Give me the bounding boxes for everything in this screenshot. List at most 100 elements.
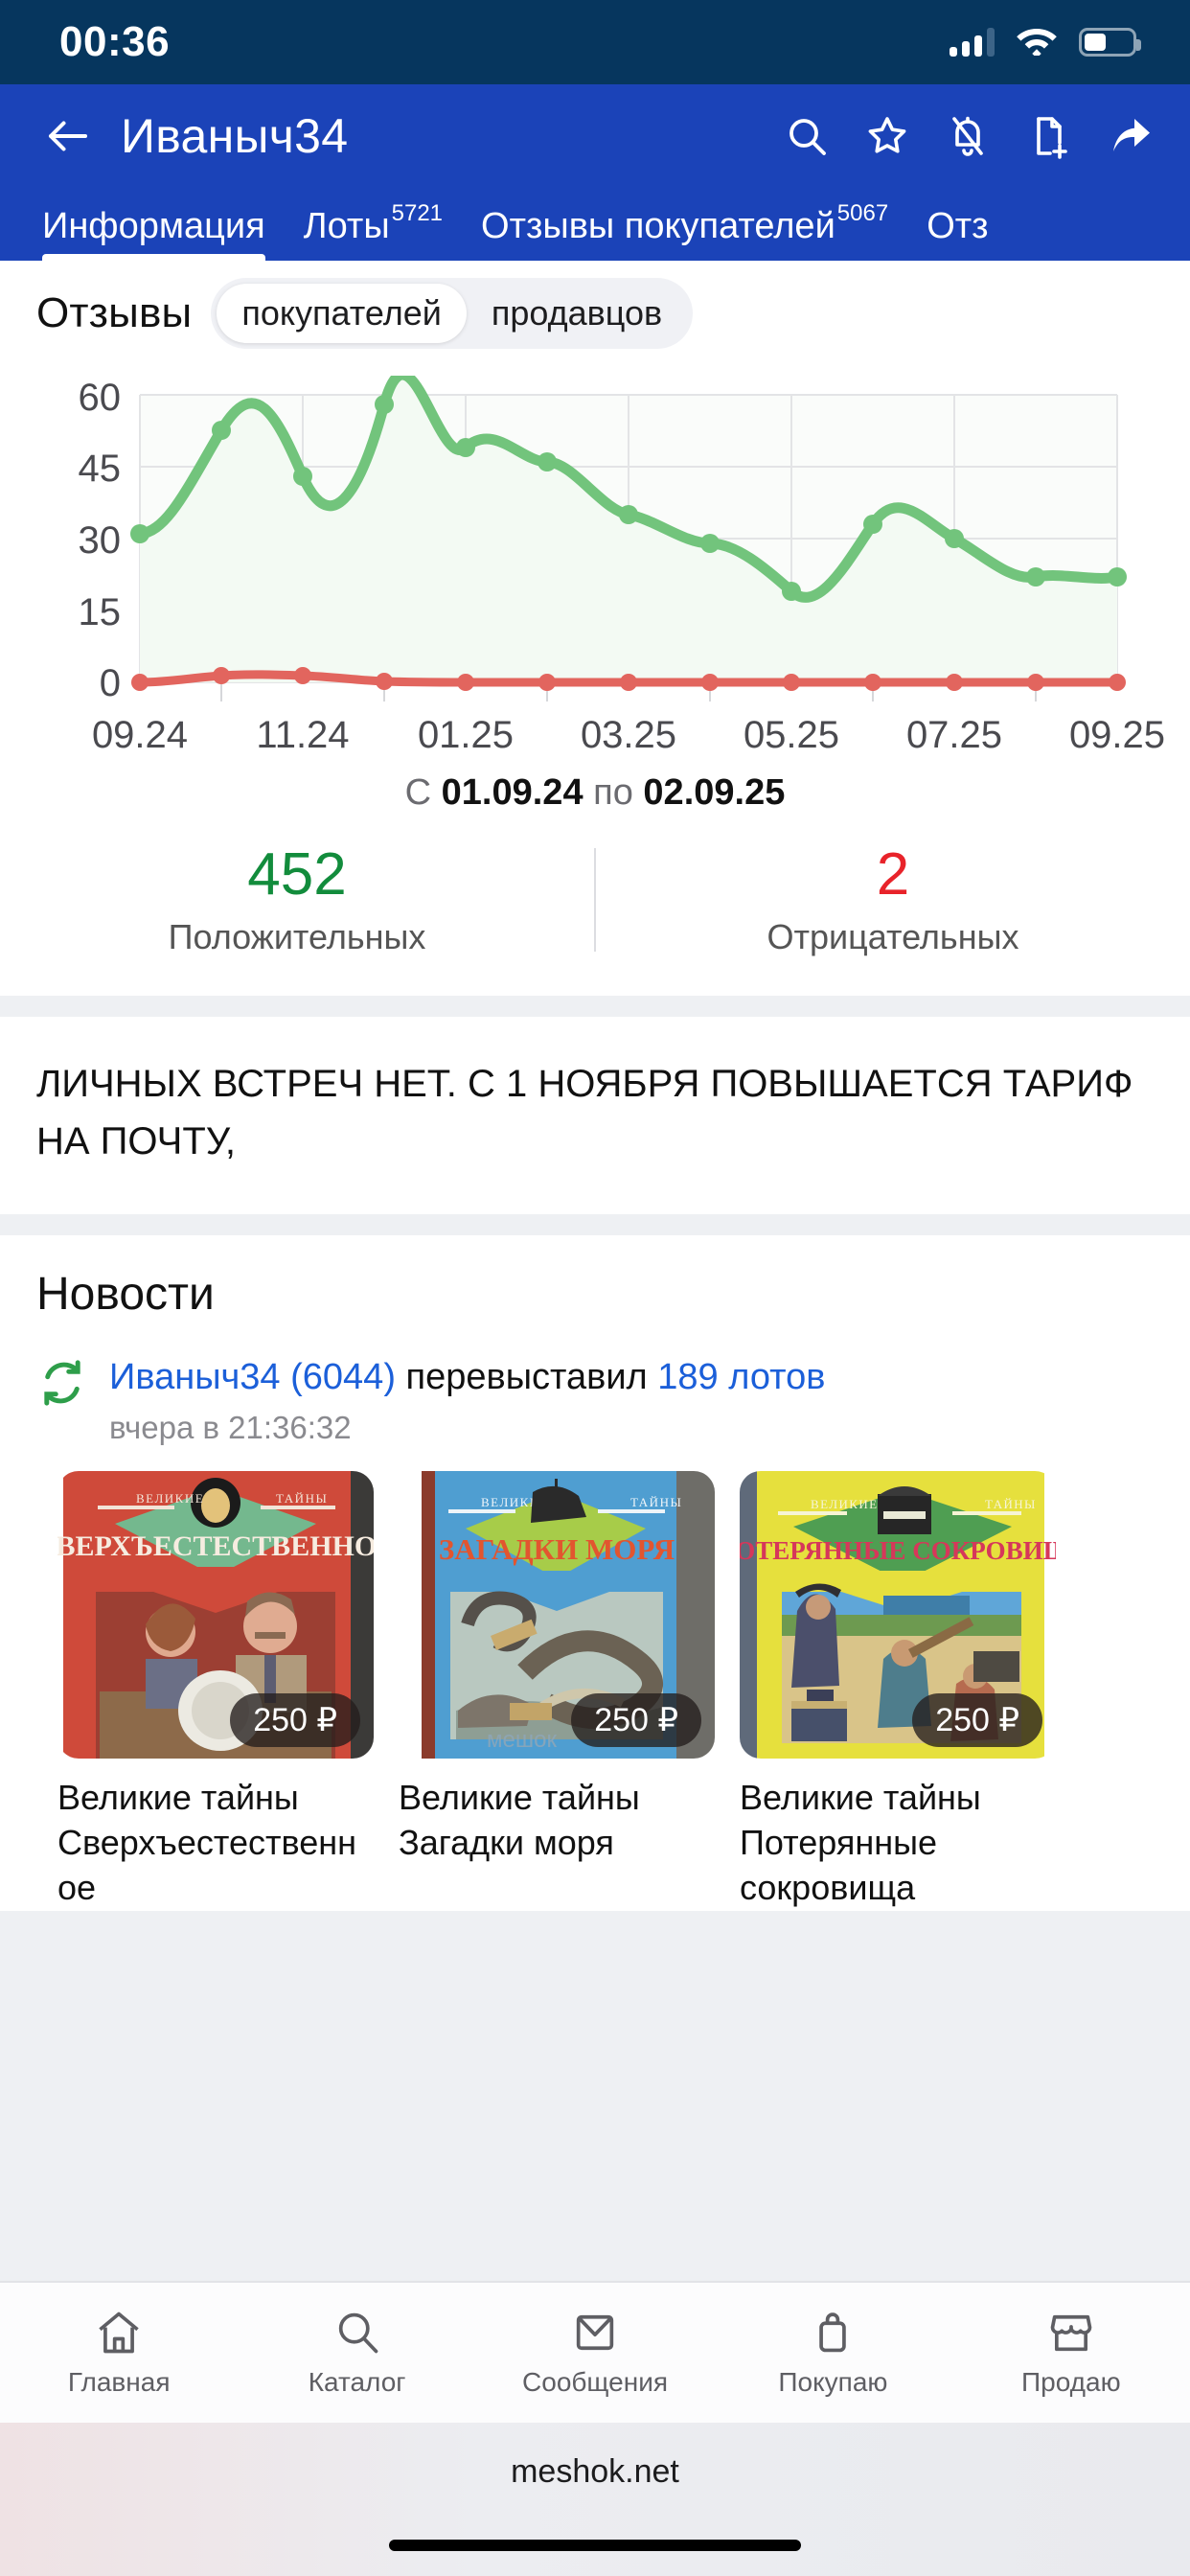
tabbar-label: Сообщения (522, 2367, 668, 2397)
tab-label: Отз (927, 206, 989, 246)
reviews-chart: 60 45 30 15 0 (0, 355, 1190, 759)
y-tick-60: 60 (79, 377, 122, 419)
news-action: перевыставил (395, 1357, 658, 1398)
svg-text:ПОТЕРЯННЫЕ СОКРОВИЩА: ПОТЕРЯННЫЕ СОКРОВИЩА (740, 1536, 1056, 1565)
seller-about-text: ЛИЧНЫХ ВСТРЕЧ НЕТ. С 1 НОЯБРЯ ПОВЫШАЕТСЯ… (0, 1017, 1190, 1215)
news-section: Новости Иваныч34 (6044) перевыставил 189… (0, 1235, 1190, 1911)
tabbar-item-soobscheniya[interactable]: Сообщения (476, 2308, 714, 2398)
x-tick-6: 09.25 (1069, 714, 1165, 756)
tabbar-label: Покупаю (778, 2367, 888, 2397)
tab-count: 5721 (391, 200, 444, 226)
arrow-left-icon[interactable] (42, 110, 94, 162)
bag-icon (808, 2308, 858, 2358)
app-header: Иваныч34 Информац (0, 84, 1190, 261)
lot-price-badge: 250 ₽ (230, 1693, 360, 1748)
news-actor-link[interactable]: Иваныч34 (6044) (109, 1357, 396, 1398)
date-range[interactable]: С 01.09.24 по 02.09.25 (0, 759, 1190, 817)
positive-area (140, 376, 1117, 682)
svg-text:ВЕЛИКИЕ: ВЕЛИКИЕ (481, 1495, 549, 1509)
tabbar-label: Каталог (308, 2367, 406, 2397)
search-icon (332, 2308, 382, 2358)
lot-title[interactable]: Великие тайны Загадки моря (399, 1778, 640, 1863)
bell-off-icon[interactable] (945, 113, 991, 159)
home-indicator (389, 2540, 801, 2551)
positive-count: 452 (247, 841, 347, 908)
positive-line (134, 376, 1123, 603)
tabbar-label: Продаю (1021, 2367, 1121, 2397)
tab-otzyvy-pokupateley[interactable]: Отзывы покупателей 5067 (481, 202, 888, 261)
tab-loty[interactable]: Лоты 5721 (303, 202, 443, 261)
tab-label: Информация (42, 206, 265, 246)
tab-label: Отзывы покупателей (481, 206, 835, 246)
tabbar-item-glavnaya[interactable]: Главная (0, 2308, 238, 2398)
page-title: Иваныч34 (121, 109, 349, 163)
y-tick-45: 45 (79, 448, 122, 490)
lot-price-badge: 250 ₽ (912, 1693, 1042, 1748)
lot-image[interactable]: ВЕЛИКИЕ ТАЙНЫ СВЕРХЪЕСТЕСТВЕННОЕ (57, 1471, 374, 1760)
lot-image[interactable]: ВЕЛИКИЕ ТАЙНЫ ЗАГАДКИ МОРЯ (399, 1471, 715, 1760)
share-icon[interactable] (1106, 113, 1152, 159)
x-tick-5: 07.25 (906, 714, 1002, 756)
range-prefix: С (404, 772, 432, 813)
news-object-link[interactable]: 189 лотов (657, 1357, 826, 1398)
star-icon[interactable] (864, 113, 910, 159)
app-toolbar: Иваныч34 (0, 84, 1190, 188)
tab-informaciya[interactable]: Информация (42, 206, 265, 261)
status-indicators (950, 25, 1141, 60)
section-gap (0, 996, 1190, 1017)
lot-title[interactable]: Великие тайны Сверхъестественное (57, 1778, 356, 1908)
y-tick-15: 15 (79, 591, 122, 633)
stat-negative[interactable]: 2 Отрицательных (596, 841, 1190, 957)
url-label[interactable]: meshok.net (511, 2453, 679, 2490)
home-icon (94, 2308, 144, 2358)
lot-title[interactable]: Великие тайны Потерянные сокровища (740, 1778, 981, 1908)
reviews-heading: Отзывы (36, 289, 193, 336)
lot-image[interactable]: ВЕЛИКИЕ ТАЙНЫ ПОТЕРЯННЫЕ СОКРОВИЩА (740, 1471, 1056, 1760)
svg-text:ЗАГАДКИ МОРЯ: ЗАГАДКИ МОРЯ (439, 1532, 675, 1566)
status-time: 00:36 (59, 18, 171, 65)
lot-card[interactable]: ВЕЛИКИЕ ТАЙНЫ ПОТЕРЯННЫЕ СОКРОВИЩА (740, 1471, 1056, 1910)
stats-divider (594, 848, 596, 953)
tabbar-item-pokupayu[interactable]: Покупаю (714, 2308, 951, 2398)
svg-text:ВЕЛИКИЕ: ВЕЛИКИЕ (811, 1497, 878, 1511)
x-tick-2: 01.25 (418, 714, 514, 756)
svg-text:мешок: мешок (487, 1727, 557, 1753)
lot-card[interactable]: ВЕЛИКИЕ ТАЙНЫ СВЕРХЪЕСТЕСТВЕННОЕ (57, 1471, 374, 1910)
header-actions (784, 113, 1152, 159)
tabbar-label: Главная (67, 2367, 171, 2397)
tab-otzyvy-prodavcov-truncated[interactable]: Отз (927, 206, 988, 261)
svg-text:ТАЙНЫ: ТАЙНЫ (276, 1491, 328, 1506)
x-tick-1: 11.24 (256, 714, 349, 756)
news-lots-row[interactable]: ВЕЛИКИЕ ТАЙНЫ СВЕРХЪЕСТЕСТВЕННОЕ (36, 1450, 1154, 1910)
section-gap-2 (0, 1214, 1190, 1235)
news-item[interactable]: Иваныч34 (6044) перевыставил 189 лотов в… (36, 1321, 1154, 1450)
news-text: Иваныч34 (6044) перевыставил 189 лотов (109, 1353, 825, 1402)
news-timestamp: вчера в 21:36:32 (109, 1410, 352, 1446)
tab-label: Лоты (303, 206, 390, 246)
stat-positive[interactable]: 452 Положительных (0, 841, 594, 957)
lot-card[interactable]: ВЕЛИКИЕ ТАЙНЫ ЗАГАДКИ МОРЯ (399, 1471, 715, 1910)
y-tick-30: 30 (79, 519, 122, 562)
positive-points (130, 395, 1127, 601)
segment-prodavcov[interactable]: продавцов (491, 293, 663, 333)
y-tick-0: 0 (100, 662, 121, 704)
cellular-signal-icon (950, 28, 995, 57)
x-tick-3: 03.25 (581, 714, 676, 756)
reviews-stats: 452 Положительных 2 Отрицательных (0, 817, 1190, 996)
negative-label: Отрицательных (767, 917, 1019, 957)
search-icon[interactable] (784, 113, 830, 159)
svg-text:ТАЙНЫ: ТАЙНЫ (630, 1495, 682, 1509)
mail-icon (570, 2308, 620, 2358)
note-add-icon[interactable] (1025, 113, 1071, 159)
safari-bottom-bar: meshok.net (0, 2423, 1190, 2576)
segment-pokupateley[interactable]: покупателей (217, 284, 467, 343)
reviews-segmented-control[interactable]: покупателей продавцов (211, 278, 694, 349)
reviews-line-chart: 60 45 30 15 0 (79, 376, 1165, 756)
header-tabs[interactable]: Информация Лоты 5721 Отзывы покупателей 50… (0, 188, 1190, 261)
lot-price-badge: 250 ₽ (571, 1693, 701, 1748)
x-tick-0: 09.24 (92, 714, 188, 756)
negative-points (131, 667, 1126, 691)
tabbar-item-katalog[interactable]: Каталог (238, 2308, 475, 2398)
bottom-tab-bar[interactable]: Главная Каталог Сообщения Покупаю Продаю (0, 2281, 1190, 2423)
tabbar-item-prodayu[interactable]: Продаю (952, 2308, 1190, 2398)
